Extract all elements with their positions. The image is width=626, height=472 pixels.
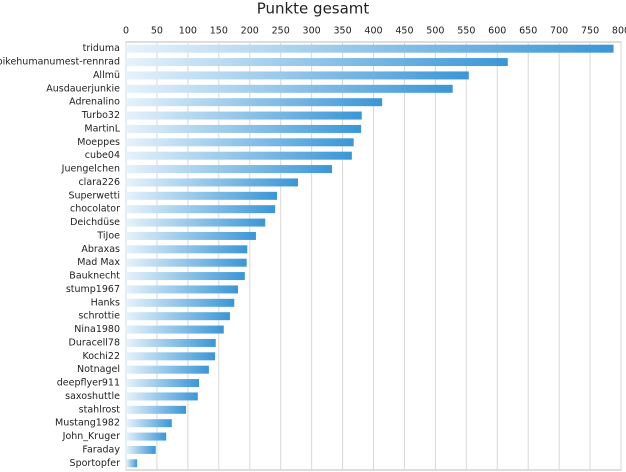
bar xyxy=(126,445,156,454)
x-tick-label: 100 xyxy=(179,26,197,37)
y-tick-label: triduma xyxy=(83,43,120,54)
y-tick-label: chocolator xyxy=(70,204,120,215)
bar xyxy=(126,419,172,428)
y-tick-label: deepflyer911 xyxy=(57,378,120,389)
y-tick-label: Deichdüse xyxy=(70,217,120,228)
y-tick-label: Mad Max xyxy=(77,257,120,268)
y-tick-label: John_Kruger xyxy=(62,431,120,442)
bar xyxy=(126,405,187,414)
y-tick-label: TiJoe xyxy=(96,230,120,241)
y-tick-label: cube04 xyxy=(85,150,120,161)
x-tick-label: 450 xyxy=(395,26,413,37)
bar xyxy=(126,44,614,53)
y-tick-label: Bauknecht xyxy=(69,271,120,282)
y-tick-label: Moeppes xyxy=(77,137,120,148)
bar xyxy=(126,191,277,200)
bar xyxy=(126,111,362,120)
bar xyxy=(126,272,245,281)
y-tick-label: Mustang1982 xyxy=(55,418,120,429)
y-tick-label: Hanks xyxy=(91,297,120,308)
y-tick-label: Abraxas xyxy=(81,244,120,255)
bar xyxy=(126,98,383,107)
y-tick-label: Turbo32 xyxy=(81,110,120,121)
y-tick-label: Allmü xyxy=(93,70,120,81)
x-tick-label: 750 xyxy=(581,26,599,37)
y-tick-label: stahlrost xyxy=(79,404,121,415)
bar xyxy=(126,298,235,307)
bar xyxy=(126,325,224,334)
y-tick-label: Sportopfer xyxy=(70,458,121,469)
y-tick-label: MartinL xyxy=(84,123,120,134)
x-tick-label: 650 xyxy=(519,26,537,37)
bar xyxy=(126,392,198,401)
x-tick-label: 350 xyxy=(333,26,351,37)
bar xyxy=(126,178,299,187)
bar xyxy=(126,365,209,374)
bar xyxy=(126,352,216,361)
x-tick-label: 500 xyxy=(426,26,444,37)
y-tick-label: Faraday xyxy=(82,444,120,455)
bar xyxy=(126,338,216,347)
y-tick-label: Adrenalino xyxy=(69,97,120,108)
bar xyxy=(126,459,138,468)
x-tick-label: 250 xyxy=(272,26,290,37)
bar xyxy=(126,379,200,388)
y-tick-label: Superwetti xyxy=(68,190,120,201)
y-tick-label: Juengelchen xyxy=(61,164,120,175)
y-tick-label: Duracell78 xyxy=(69,337,121,348)
chart-title: Punkte gesamt xyxy=(257,0,370,18)
bar xyxy=(126,258,247,267)
bar xyxy=(126,231,256,240)
bar xyxy=(126,285,238,294)
y-tick-label: Nina1980 xyxy=(74,324,120,335)
x-tick-label: 0 xyxy=(123,26,129,37)
x-tick-label: 400 xyxy=(364,26,382,37)
bar xyxy=(126,218,266,227)
y-tick-label: clara226 xyxy=(78,177,120,188)
bar xyxy=(126,124,362,133)
x-tick-label: 50 xyxy=(151,26,163,37)
bar xyxy=(126,58,508,67)
bar xyxy=(126,84,453,93)
x-tick-label: 800 xyxy=(612,26,626,37)
x-tick-label: 550 xyxy=(457,26,475,37)
y-tick-label: stump1967 xyxy=(66,284,120,295)
bar xyxy=(126,205,276,214)
x-tick-label: 200 xyxy=(241,26,259,37)
y-tick-label: Notnagel xyxy=(77,364,120,375)
x-tick-label: 700 xyxy=(550,26,568,37)
y-tick-label: Kochi22 xyxy=(82,351,120,362)
bar xyxy=(126,151,352,160)
bar xyxy=(126,165,333,174)
x-tick-label: 600 xyxy=(488,26,506,37)
x-tick-label: 300 xyxy=(303,26,321,37)
y-tick-label: saxoshuttle xyxy=(65,391,120,402)
bar xyxy=(126,432,167,441)
y-tick-label: bikehumanumest-rennrad xyxy=(0,57,120,68)
y-tick-label: schrottie xyxy=(78,311,120,322)
bar xyxy=(126,138,354,147)
y-tick-label: Ausdauerjunkie xyxy=(46,83,120,94)
bar xyxy=(126,245,248,254)
x-tick-label: 150 xyxy=(210,26,228,37)
bar xyxy=(126,71,469,80)
bar xyxy=(126,312,230,321)
